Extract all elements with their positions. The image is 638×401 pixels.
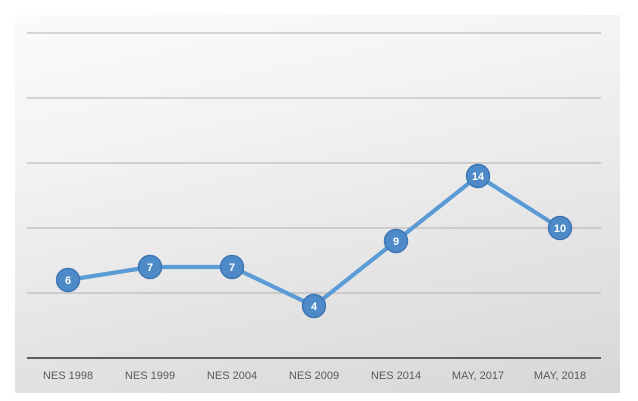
data-point-label: 14 <box>472 171 485 183</box>
data-point-marker <box>137 254 163 280</box>
chart-panel: 6 7 7 4 9 14 10 NES 1998 NES 1999 NES 2004 NES 200… <box>15 15 620 393</box>
data-point-label: 7 <box>229 262 235 274</box>
x-axis-tick-label: NES 2014 <box>371 370 421 382</box>
data-point-marker <box>383 228 409 254</box>
line-chart: 6 7 7 4 9 14 10 NES 1998 NES 1999 NES 2004 NES 200… <box>27 32 601 382</box>
data-point-label: 7 <box>147 262 153 274</box>
data-point-label: 6 <box>65 275 71 287</box>
x-axis-tick-label: NES 2004 <box>207 370 257 382</box>
x-axis-tick-label: NES 1998 <box>43 370 93 382</box>
series-line <box>65 173 563 309</box>
data-point-label: 4 <box>311 301 318 313</box>
data-point-marker <box>55 267 81 293</box>
data-point-marker <box>301 293 327 319</box>
x-axis-tick-label: NES 1999 <box>125 370 175 382</box>
data-point-marker <box>465 163 491 189</box>
data-point-marker <box>219 254 245 280</box>
data-point-label: 10 <box>554 223 566 235</box>
x-axis-tick-label: NES 2009 <box>289 370 339 382</box>
data-point-marker <box>547 215 573 241</box>
x-axis-tick-label: MAY, 2017 <box>452 370 504 382</box>
data-point-label: 9 <box>393 236 399 248</box>
x-axis-tick-label: MAY, 2018 <box>534 370 586 382</box>
